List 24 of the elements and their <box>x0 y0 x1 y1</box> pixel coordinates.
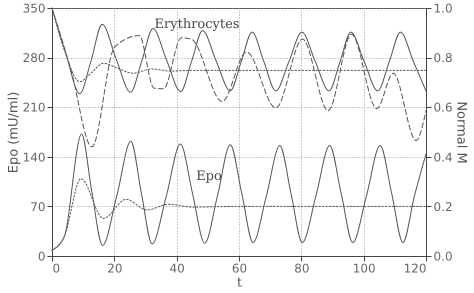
x-tick-label: 20 <box>107 262 122 276</box>
y-tick-label: 210 <box>22 100 46 115</box>
y2-tick-label: 0.4 <box>434 150 453 164</box>
y-tick-label: 70 <box>30 200 46 214</box>
y2-tick-label: 0.6 <box>434 100 453 115</box>
y-tick-label: 350 <box>22 2 46 16</box>
y2-tick-label: 0.0 <box>434 250 453 264</box>
y-axis-title: Epo (mU/ml) <box>6 92 22 174</box>
y2-tick-label: 0.8 <box>434 51 453 66</box>
x-tick-label: 80 <box>294 262 310 276</box>
y2-axis-title: Normal M <box>454 101 469 164</box>
x-tick-label: 100 <box>352 262 376 276</box>
y-tick-label: 280 <box>22 51 46 66</box>
annotation: Erythrocytes <box>154 17 240 32</box>
y-tick-label: 140 <box>22 150 46 164</box>
x-tick-label: 40 <box>170 262 185 276</box>
y-tick-label: 0 <box>38 250 46 264</box>
x-axis-title: t <box>236 276 243 290</box>
x-tick-label: 120 <box>404 262 426 276</box>
y2-tick-label: 0.2 <box>434 200 453 214</box>
x-tick-label: 0 <box>52 262 60 276</box>
x-tick-label: 60 <box>232 262 248 276</box>
y2-tick-label: 1.0 <box>434 2 453 16</box>
annotation: Epo <box>196 169 222 184</box>
